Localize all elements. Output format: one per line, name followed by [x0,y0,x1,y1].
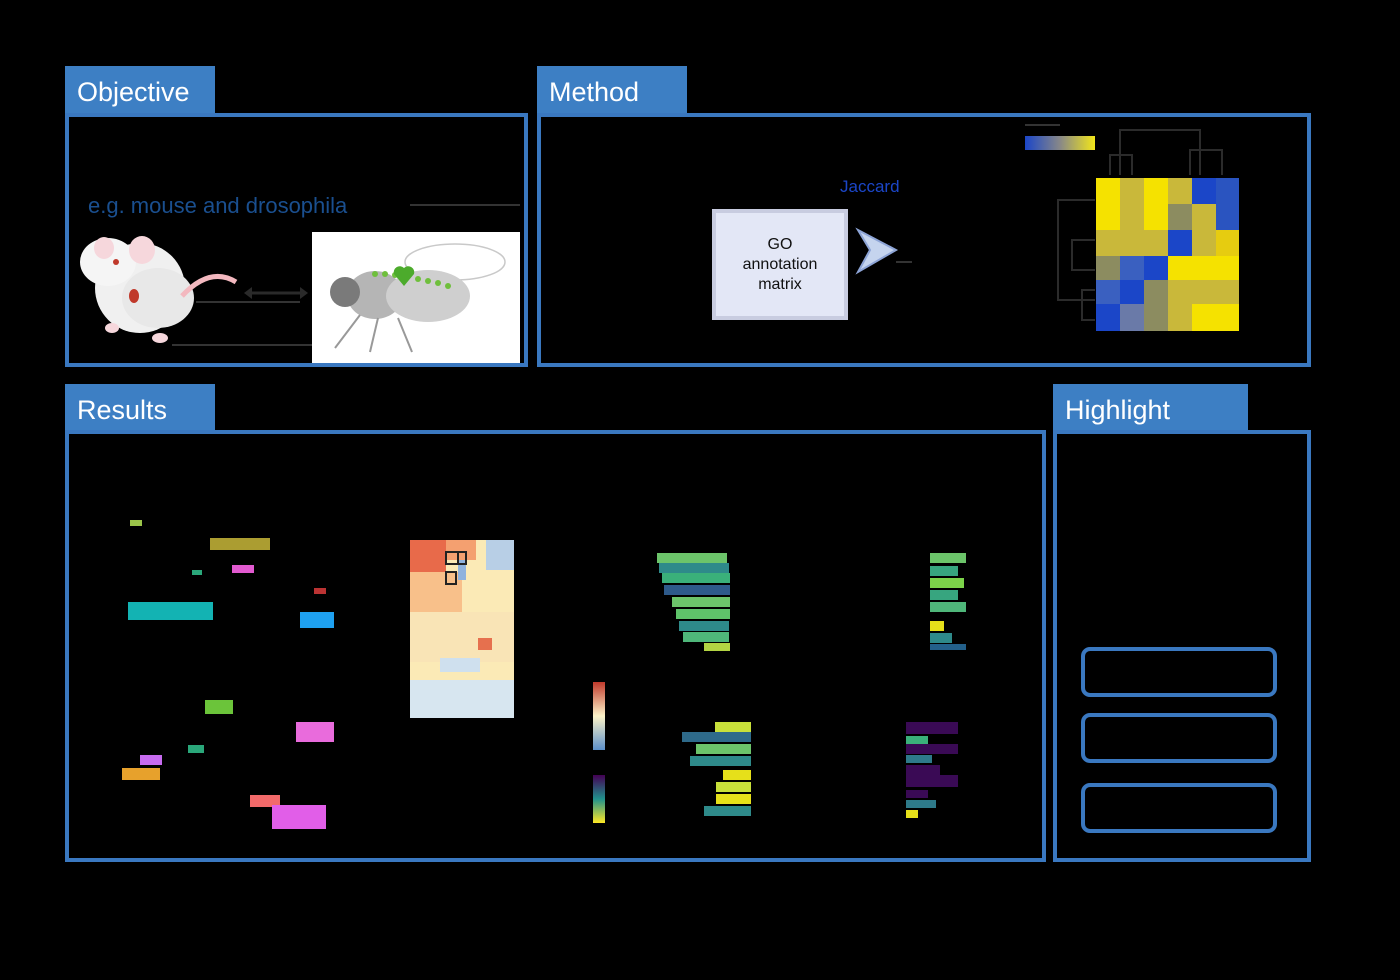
highlight-tab: Highlight [1053,384,1248,434]
heatmap-colorbar [1025,136,1095,150]
viridis-colorbar [593,775,605,823]
cell-cluster-scatter [122,520,334,829]
results-panel [65,430,1046,862]
enrichment-bars-4 [906,722,958,818]
go-box-line-1: GO [767,235,793,253]
objective-tab: Objective [65,66,215,116]
go-annotation-box: GO annotation matrix [712,209,848,320]
chevron-right-icon [855,227,899,275]
highlight-box-1 [1081,647,1277,697]
column-dendrogram [1109,129,1223,175]
go-box-line-3: matrix [758,275,802,293]
drosophila-illustration [312,232,520,363]
enrichment-bars-2 [930,553,966,650]
row-dendrogram [1057,199,1095,321]
heart-icon [393,266,415,286]
highlight-panel [1053,430,1311,862]
mouse-illustration [80,236,312,346]
method-panel [537,113,1311,367]
enrichment-bars-1 [657,553,730,651]
results-tab: Results [65,384,215,434]
highlight-box-2 [1081,713,1277,763]
correlation-heatmap [410,540,514,718]
highlight-box-3 [1081,783,1277,833]
similarity-heatmap [1096,178,1239,331]
go-box-line-2: annotation [742,255,818,273]
rdbu-colorbar [593,682,605,750]
jaccard-label: Jaccard [840,177,900,196]
enrichment-bars-3 [682,722,751,816]
method-tab: Method [537,66,687,116]
objective-panel [65,113,528,367]
species-caption: e.g. mouse and drosophila [88,193,348,218]
correspondence-arrow [244,287,308,299]
